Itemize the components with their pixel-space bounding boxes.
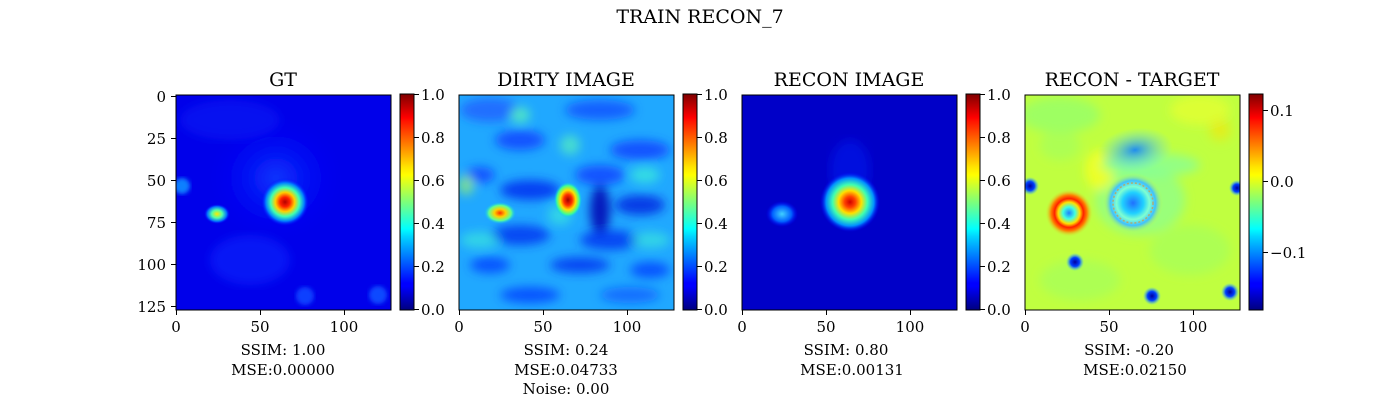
x-tick-label: 0: [1020, 318, 1030, 336]
y-tick-label: 125: [137, 298, 166, 316]
x-axis: 0 50 100: [737, 310, 924, 336]
caption-line: Noise: 0.00: [523, 380, 610, 398]
colorbar-tick-label: 0.2: [987, 258, 1011, 276]
colorbar-tick-label: 1.0: [704, 86, 728, 104]
caption-line: MSE:0.04733: [514, 361, 618, 379]
heatmap-image: [459, 95, 674, 310]
colorbar-tick-label: 0.6: [421, 172, 445, 190]
colorbar-tick-label: 0.2: [421, 258, 445, 276]
y-tick-label: 75: [147, 214, 166, 232]
caption-line: SSIM: 0.80: [804, 341, 889, 359]
colorbar: 1.0 0.8 0.6 0.4 0.2 0.0: [965, 86, 1011, 319]
caption-line: MSE:0.00131: [800, 361, 904, 379]
heatmap-image: [176, 95, 391, 310]
heatmap-image: [742, 95, 957, 310]
colorbar-tick-label: 0.0: [704, 301, 728, 319]
caption-line: MSE:0.00000: [231, 361, 335, 379]
y-tick-label: 50: [147, 172, 166, 190]
y-tick-label: 0: [156, 88, 166, 106]
x-tick-label: 0: [454, 318, 464, 336]
colorbar-tick-label: 0.0: [421, 301, 445, 319]
colorbar-tick-label: 0.2: [704, 258, 728, 276]
colorbar-tick-label: 0.4: [987, 215, 1011, 233]
y-tick-label: 25: [147, 130, 166, 148]
caption-line: SSIM: 1.00: [241, 341, 326, 359]
caption-line: SSIM: 0.24: [524, 341, 609, 359]
x-axis: 0 50 100: [171, 310, 358, 336]
x-tick-label: 50: [250, 318, 269, 336]
panel-gt: GT 0 50 100 0: [137, 69, 445, 379]
panel-title: RECON IMAGE: [774, 69, 925, 91]
y-axis: 0 25 50 75 100 125: [137, 88, 176, 316]
colorbar-tick-label: 0.8: [421, 129, 445, 147]
x-tick-label: 100: [613, 318, 642, 336]
y-tick-label: 100: [137, 256, 166, 274]
panel-dirty-image: DIRTY IMAGE: [454, 69, 728, 398]
x-tick-label: 0: [171, 318, 181, 336]
caption-line: MSE:0.02150: [1083, 361, 1187, 379]
colorbar-tick-label: −0.1: [1270, 244, 1306, 262]
x-tick-label: 100: [330, 318, 359, 336]
x-tick-label: 50: [1099, 318, 1118, 336]
colorbar-tick-label: 0.6: [987, 172, 1011, 190]
x-tick-label: 100: [896, 318, 925, 336]
colorbar-tick-label: 0.1: [1270, 102, 1294, 120]
colorbar: 0.1 0.0 −0.1: [1248, 93, 1306, 311]
colorbar-tick-label: 0.0: [1270, 173, 1294, 191]
panel-title: GT: [269, 69, 297, 91]
panel-title: DIRTY IMAGE: [497, 69, 635, 91]
x-axis: 0 50 100: [454, 310, 641, 336]
heatmap-image: [1025, 95, 1240, 310]
colorbar-tick-label: 0.0: [987, 301, 1011, 319]
figure-title: TRAIN RECON_7: [616, 6, 783, 28]
panel-recon-minus-target: RECON - TARGET: [1020, 69, 1306, 379]
colorbar-tick-label: 1.0: [421, 86, 445, 104]
colorbar: 1.0 0.8 0.6 0.4 0.2 0.0: [399, 86, 445, 319]
panel-recon-image: RECON IMAGE 0 50 100 1.0 0.8 0.6: [737, 69, 1011, 379]
x-tick-label: 0: [737, 318, 747, 336]
colorbar-tick-label: 0.4: [421, 215, 445, 233]
colorbar: 1.0 0.8 0.6 0.4 0.2 0.0: [682, 86, 728, 319]
colorbar-tick-label: 0.8: [704, 129, 728, 147]
colorbar-tick-label: 1.0: [987, 86, 1011, 104]
caption-line: SSIM: -0.20: [1084, 341, 1174, 359]
x-tick-label: 100: [1179, 318, 1208, 336]
x-axis: 0 50 100: [1020, 310, 1207, 336]
x-tick-label: 50: [816, 318, 835, 336]
panel-title: RECON - TARGET: [1045, 69, 1220, 91]
colorbar-tick-label: 0.4: [704, 215, 728, 233]
x-tick-label: 50: [533, 318, 552, 336]
colorbar-tick-label: 0.8: [987, 129, 1011, 147]
colorbar-tick-label: 0.6: [704, 172, 728, 190]
